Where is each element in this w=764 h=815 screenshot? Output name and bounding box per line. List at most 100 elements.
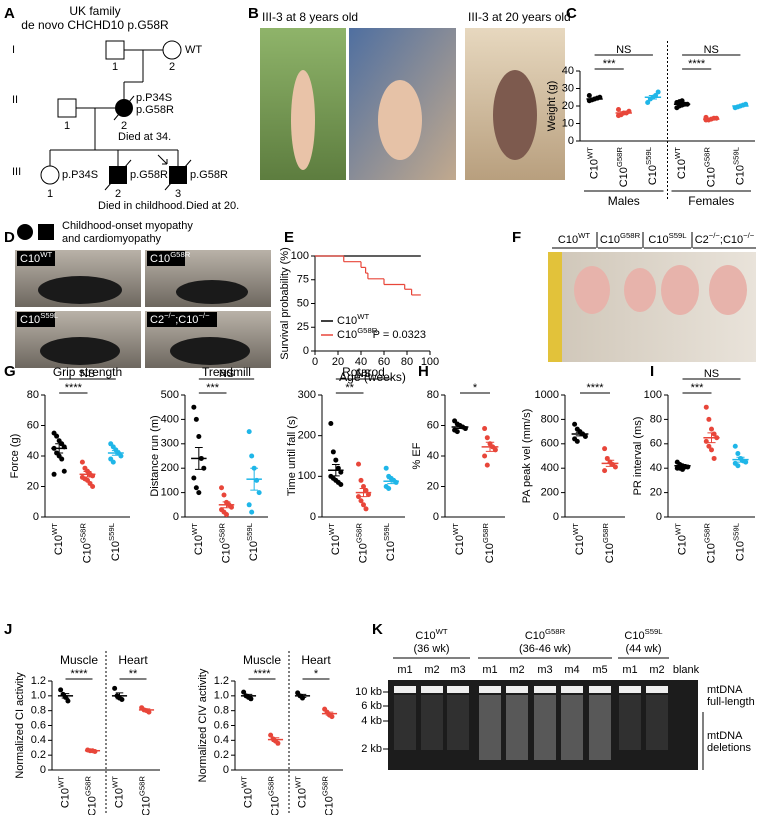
significance: ****: [65, 382, 83, 394]
gel-age: (36 wk): [413, 643, 449, 655]
data-point: [249, 509, 255, 515]
y-tick-label: 100: [298, 470, 316, 482]
label-text: C10: [150, 253, 170, 265]
x-tick-label: C10G58R: [702, 147, 717, 188]
x-tick-label: C10G58R: [137, 776, 152, 815]
x-tick-label: C10WT: [110, 776, 125, 808]
photo-subject: [493, 70, 537, 160]
lane-label: m2: [424, 664, 439, 676]
x-tick-label: C10WT: [50, 523, 65, 555]
error-bar: [244, 693, 253, 698]
label-text: C10: [337, 329, 357, 341]
x-tick-label: C10WT: [571, 523, 586, 555]
id: 1: [64, 120, 70, 132]
data-point: [224, 512, 229, 518]
x-tick-label: C10WT: [585, 147, 600, 179]
y-tick-label: 60: [27, 419, 39, 431]
genotype: p.P34S: [136, 92, 172, 104]
error-bar: [648, 95, 657, 100]
data-point: [333, 457, 339, 463]
y-tick-label: 20: [427, 480, 439, 492]
caption: III-3 at 8 years old: [262, 10, 358, 24]
significance: ***: [206, 382, 220, 394]
data-point: [268, 732, 274, 738]
y-tick-label: 40: [562, 65, 574, 77]
smear: [479, 695, 501, 760]
label-sup: S59L: [669, 231, 688, 240]
data-point: [356, 494, 362, 500]
legend-text: Childhood-onset myopathy: [62, 220, 193, 232]
data-point: [193, 485, 199, 491]
data-point: [572, 421, 578, 427]
label-text: C10: [676, 159, 688, 179]
label-sup: WT: [40, 250, 52, 259]
data-point: [454, 429, 460, 435]
section-label: Heart: [118, 653, 148, 667]
x-tick-label: C10G58R: [83, 776, 98, 815]
label-text: C10: [558, 234, 578, 246]
label-text: C10: [20, 253, 40, 265]
y-axis-label: Normalized CI activity: [14, 672, 26, 779]
panel-label: D: [4, 229, 15, 246]
label-sup: WT: [451, 523, 460, 535]
error-bar: [88, 749, 97, 752]
data-point: [602, 446, 608, 452]
significance: NS: [616, 44, 631, 56]
significance: ****: [253, 668, 271, 680]
y-axis-label: Force (g): [9, 434, 21, 479]
y-tick-label: 400: [541, 462, 559, 474]
data-point: [191, 475, 197, 481]
label-sup: G58R: [614, 147, 623, 168]
error-bar: [271, 737, 280, 742]
x-tick-label: C10S59L: [382, 522, 397, 561]
proband-arrow: [157, 154, 168, 165]
significance: ****: [586, 382, 604, 394]
label-text: C10: [525, 630, 545, 642]
y-tick-label: 75: [297, 274, 309, 286]
hindlimb: [709, 265, 747, 315]
y-tick-label: 0.8: [31, 705, 46, 717]
y-axis-label: % EF: [411, 442, 423, 469]
x-tick-label: C10S59L: [643, 146, 658, 185]
section-label: Muscle: [60, 653, 98, 667]
label-sup: S59L: [40, 311, 59, 320]
y-tick-label: 40: [650, 462, 662, 474]
x-tick-label: 60: [378, 356, 390, 368]
label-sup: WT: [673, 523, 682, 535]
y-axis-label: PR interval (ms): [632, 417, 644, 496]
data-point: [61, 468, 67, 474]
data-point: [679, 98, 685, 104]
gel-age: (44 wk): [625, 643, 661, 655]
data-point: [249, 453, 255, 459]
smear: [534, 695, 556, 760]
y-tick-label: 100: [291, 250, 309, 262]
section-label: Muscle: [243, 653, 281, 667]
data-point: [363, 506, 369, 512]
label-text: C10: [81, 543, 93, 563]
label-sup: WT: [189, 523, 198, 535]
x-tick-label: C10G58R: [601, 523, 616, 564]
section-label: Males: [608, 194, 640, 208]
genotype: p.G58R: [136, 104, 174, 116]
significance: NS: [356, 368, 371, 380]
significance: **: [345, 382, 354, 394]
data-point: [328, 420, 334, 426]
y-axis-label: PA peak vel (mm/s): [521, 409, 533, 504]
x-tick-label: C10G58R: [354, 523, 369, 564]
label-sup: G58R: [601, 523, 610, 544]
size-marker: 2 kb: [361, 743, 382, 755]
hindlimb-label: C10S59L: [648, 231, 687, 246]
y-tick-label: 1.0: [31, 690, 46, 702]
data-point: [54, 433, 60, 439]
y-tick-label: 1000: [535, 389, 559, 401]
y-axis-label: Normalized CIV activity: [197, 668, 209, 782]
significance: ****: [688, 58, 706, 70]
data-point: [118, 453, 124, 459]
label-sup: WT: [578, 231, 590, 240]
label-text: C10: [86, 796, 98, 815]
data-point: [112, 685, 118, 691]
error-bar: [678, 464, 687, 468]
data-point: [709, 447, 714, 453]
label-text: C10: [624, 630, 644, 642]
